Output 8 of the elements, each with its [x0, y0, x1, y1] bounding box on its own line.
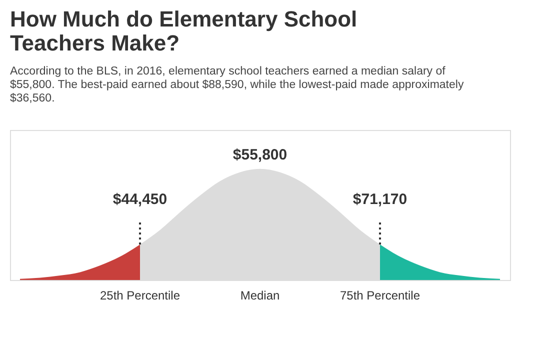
chart-title: How Much do Elementary School Teachers Make? — [10, 6, 358, 56]
x-tick-label: 75th Percentile — [340, 288, 420, 302]
chart-subtitle: According to the BLS, in 2016, elementary school teachers earned a median salary of $55,800. The best-paid earned about $88,590, while the lowest-paid made approximately $36,560. — [10, 66, 464, 104]
annotation: $55,800 — [232, 146, 288, 164]
x-tick-label: Median — [240, 288, 280, 302]
annotation: $71,170 — [352, 191, 408, 208]
x-tick-label: 25th Percentile — [100, 288, 180, 302]
annotation: $44,450 — [112, 191, 168, 208]
